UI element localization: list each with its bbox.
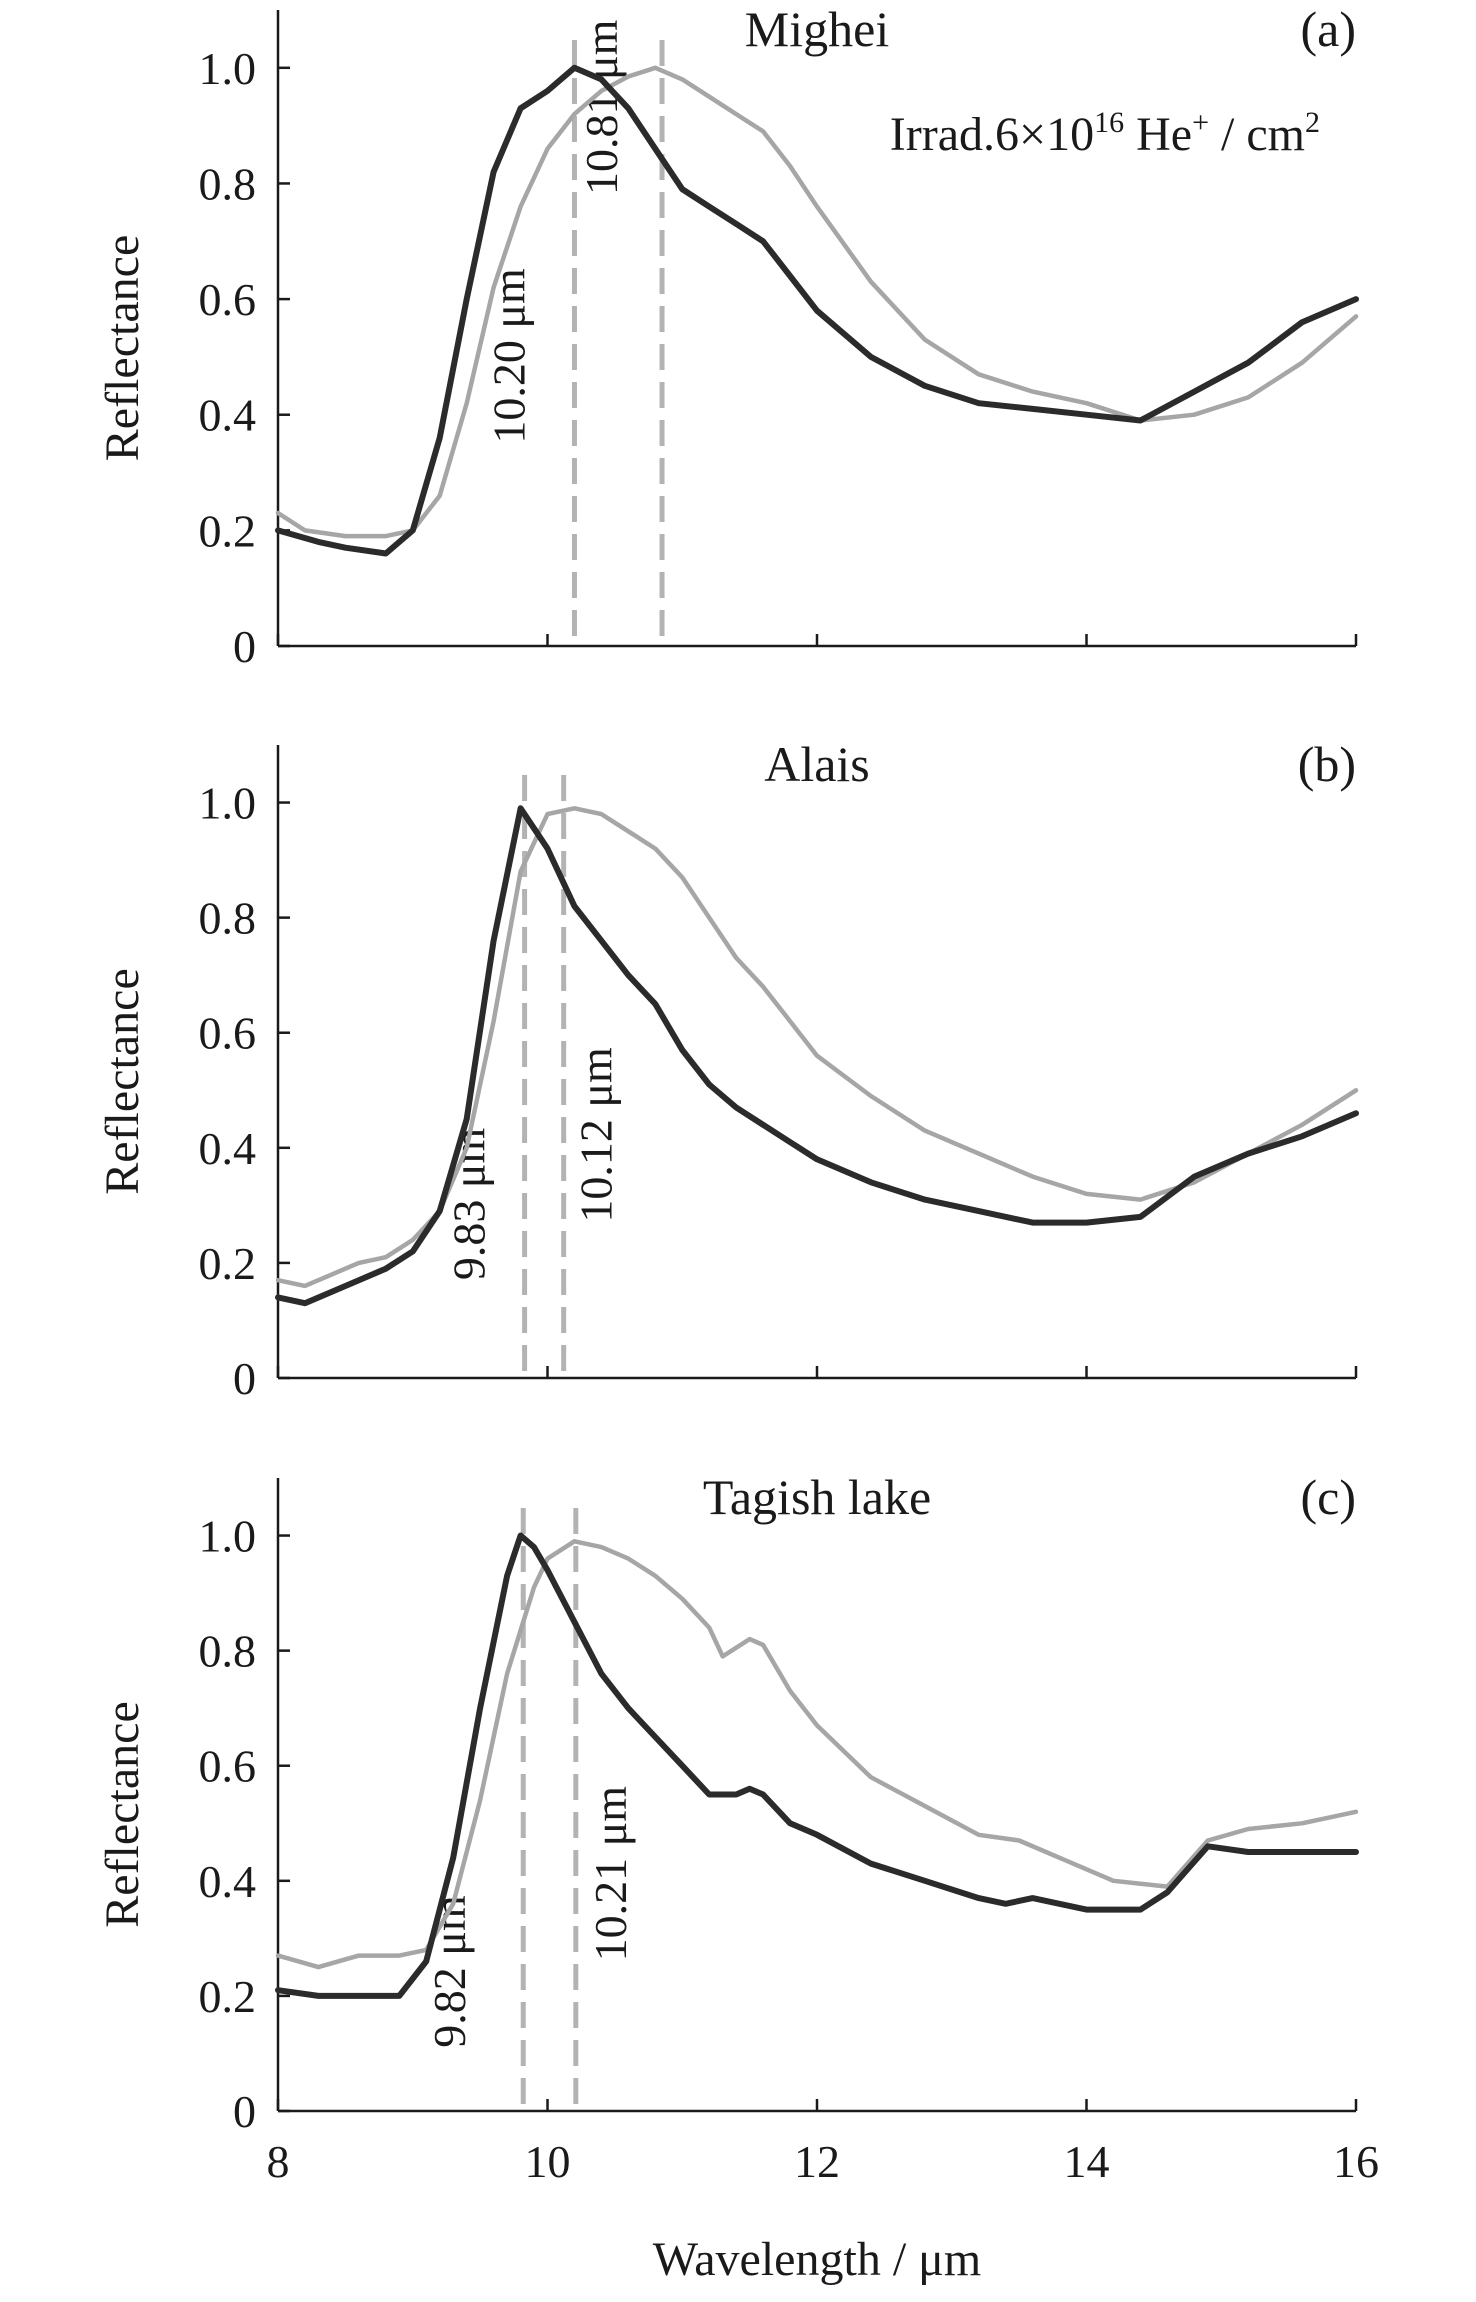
peak-label: 9.82 μm [424,1895,475,2048]
y-tick-label: 0.2 [199,1238,257,1289]
x-tick-label: 8 [267,2136,290,2187]
annotation-part: Irrad.6×10 [890,108,1094,161]
x-tick-label: 10 [525,2136,571,2187]
panel-3: 0 0.2 0.4 0.6 0.8 1.0 8 10 12 14 16 Reflectance Tagi… [96,1469,1379,2187]
annotation-part: / cm [1209,108,1305,161]
y-tick-label: 0.4 [199,390,257,441]
series-line-dark [275,805,1359,1307]
y-tick-label: 0 [233,621,256,672]
panel-tag: (c) [1301,1469,1357,1525]
y-axis-title: Reflectance [96,968,149,1195]
y-tick-label: 1.0 [199,43,257,94]
y-tick-label: 0.4 [199,1123,257,1174]
series-line-dark [275,64,1359,557]
y-tick-label: 0.8 [199,1626,257,1677]
annotation-part: + [1192,106,1209,139]
y-tick-label: 0.6 [199,1741,257,1792]
panel-title: Alais [764,736,870,792]
y-tick-label: 0 [233,2086,256,2137]
panel-1: 0 0.2 0.4 0.6 0.8 1.0 Reflectance Mighei (a) Irra… [96,1,1359,672]
x-axis-title: Wavelength / μm [653,2233,981,2286]
y-tick-label: 0.6 [199,274,257,325]
y-tick-label: 0 [233,1353,256,1404]
peak-label: 9.83 μm [444,1128,495,1281]
x-tick-label: 16 [1333,2136,1379,2187]
annotation-part: He [1124,108,1192,161]
peak-label: 10.21 μm [585,1786,636,1962]
x-tick-label: 14 [1064,2136,1110,2187]
y-tick-label: 0.8 [199,893,257,944]
x-tick-label: 12 [794,2136,840,2187]
panel-tag: (a) [1301,1,1357,57]
y-tick-label: 0.2 [199,1971,257,2022]
y-tick-label: 0.6 [199,1008,257,1059]
panel-title: Mighei [745,1,889,57]
annotation-part: 2 [1305,106,1320,139]
panel-tag: (b) [1298,736,1356,792]
y-axis-title: Reflectance [96,1701,149,1928]
annotation-part: 16 [1094,106,1124,139]
peak-label: 10.12 μm [571,1047,622,1223]
y-tick-label: 0.4 [199,1856,257,1907]
series-line-light [275,1539,1359,1970]
y-tick-label: 1.0 [199,778,257,829]
series-line-light [275,65,1359,539]
series-line-light [275,806,1359,1289]
y-tick-label: 0.8 [199,158,257,209]
panel-2: 0 0.2 0.4 0.6 0.8 1.0 Reflectance Alais (b) 9.83 … [96,736,1359,1404]
panel-title: Tagish lake [703,1469,931,1525]
series-line-dark [275,1532,1359,1999]
irradiation-annotation: Irrad.6×1016 He+ / cm2 [890,106,1320,161]
y-tick-label: 0.2 [199,505,257,556]
y-axis-title: Reflectance [96,235,149,462]
y-tick-label: 1.0 [199,1511,257,1562]
